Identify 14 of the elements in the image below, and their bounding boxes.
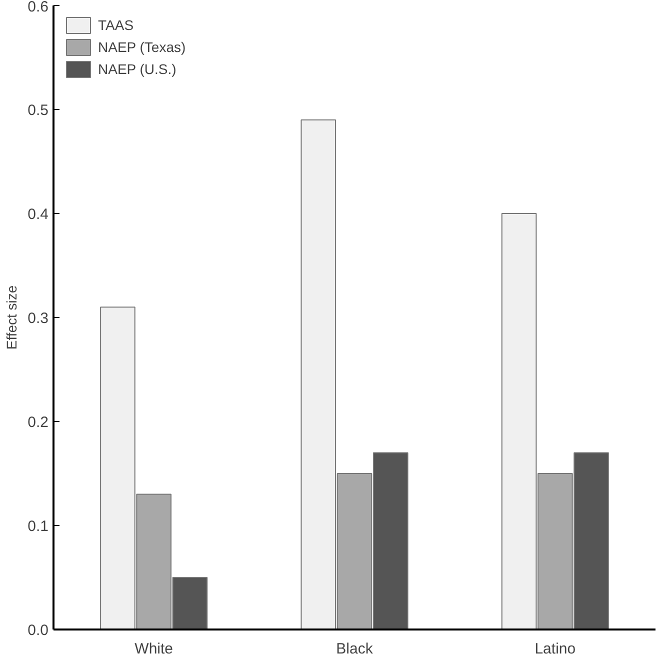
text: 0.0 (28, 622, 49, 639)
y-tick-label: 0.1 (28, 518, 49, 535)
legend-label: NAEP (U.S.) (98, 61, 176, 77)
x-tick-label: Latino (534, 640, 576, 658)
y-tick-label: 0.3 (28, 310, 49, 327)
y-tick-label: 0.6 (28, 0, 49, 16)
y-tick-label: 0.2 (28, 414, 49, 431)
legend-label: NAEP (Texas) (98, 39, 186, 55)
x-tick-label: Black (336, 640, 374, 658)
legend-label: TAAS (98, 17, 134, 33)
y-tick-label: 0.5 (28, 102, 49, 119)
x-tick-label: White (134, 640, 174, 658)
y-tick-label: 0.4 (28, 206, 49, 223)
y-axis-title: Effect size (4, 285, 20, 350)
